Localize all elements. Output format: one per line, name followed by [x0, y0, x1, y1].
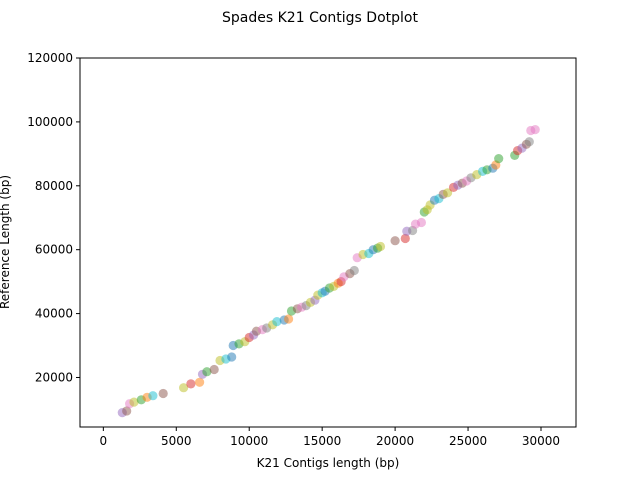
data-point-9	[186, 379, 196, 389]
data-point-6	[148, 391, 158, 401]
data-point-56	[416, 217, 426, 228]
data-point-26	[272, 317, 282, 327]
y-tick-label: 80000	[35, 179, 73, 193]
data-point-44	[349, 265, 359, 276]
x-tick-label: 30000	[522, 434, 560, 448]
data-point-79	[524, 137, 534, 147]
y-axis-label: Reference Length (bp)	[0, 175, 12, 309]
data-point-50	[375, 241, 386, 252]
data-point-16	[227, 352, 237, 362]
data-point-3	[129, 397, 139, 407]
scatter-points	[117, 125, 540, 418]
y-tick-label: 100000	[27, 115, 73, 129]
y-tick-label: 60000	[35, 243, 73, 257]
x-tick-label: 20000	[376, 434, 414, 448]
x-tick-label: 10000	[230, 434, 268, 448]
x-tick-label: 5000	[161, 434, 192, 448]
data-point-63	[443, 188, 453, 198]
y-tick-label: 40000	[35, 307, 73, 321]
x-tick-label: 0	[100, 434, 108, 448]
data-point-28	[284, 314, 294, 324]
y-tick-label: 120000	[27, 51, 73, 65]
data-point-12	[202, 367, 212, 377]
x-tick-label: 15000	[303, 434, 341, 448]
data-point-10	[195, 377, 205, 387]
x-axis-label: K21 Contigs length (bp)	[257, 456, 400, 470]
chart-title: Spades K21 Contigs Dotplot	[222, 10, 418, 26]
data-point-1	[122, 406, 132, 416]
y-axis: 20000 40000 60000 80000 100000 120000	[27, 51, 80, 384]
data-point-8	[179, 383, 189, 393]
x-axis: 0 5000 10000 15000 20000 25000 30000	[100, 427, 560, 448]
data-point-81	[530, 125, 540, 135]
x-tick-label: 25000	[449, 434, 487, 448]
plot-frame	[79, 57, 577, 428]
data-point-51	[390, 236, 400, 246]
data-point-74	[494, 154, 504, 164]
data-point-52	[400, 233, 410, 244]
y-tick-label: 20000	[35, 370, 73, 384]
data-point-7	[158, 388, 168, 399]
data-point-13	[209, 364, 219, 375]
